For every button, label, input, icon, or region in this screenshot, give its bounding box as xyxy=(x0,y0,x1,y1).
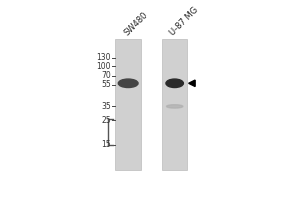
Text: 70: 70 xyxy=(101,71,111,80)
Text: 35: 35 xyxy=(101,102,111,111)
Text: 130: 130 xyxy=(96,53,111,62)
Text: U-87 MG: U-87 MG xyxy=(168,5,200,37)
Text: SW480: SW480 xyxy=(122,10,149,37)
Text: 100: 100 xyxy=(96,62,111,71)
Bar xyxy=(116,39,141,170)
Text: 15: 15 xyxy=(101,140,111,149)
Text: 25: 25 xyxy=(101,116,111,125)
Ellipse shape xyxy=(118,79,138,88)
Ellipse shape xyxy=(167,105,183,108)
Text: 55: 55 xyxy=(101,80,111,89)
Bar xyxy=(162,39,188,170)
Polygon shape xyxy=(189,80,195,87)
Ellipse shape xyxy=(166,79,183,88)
